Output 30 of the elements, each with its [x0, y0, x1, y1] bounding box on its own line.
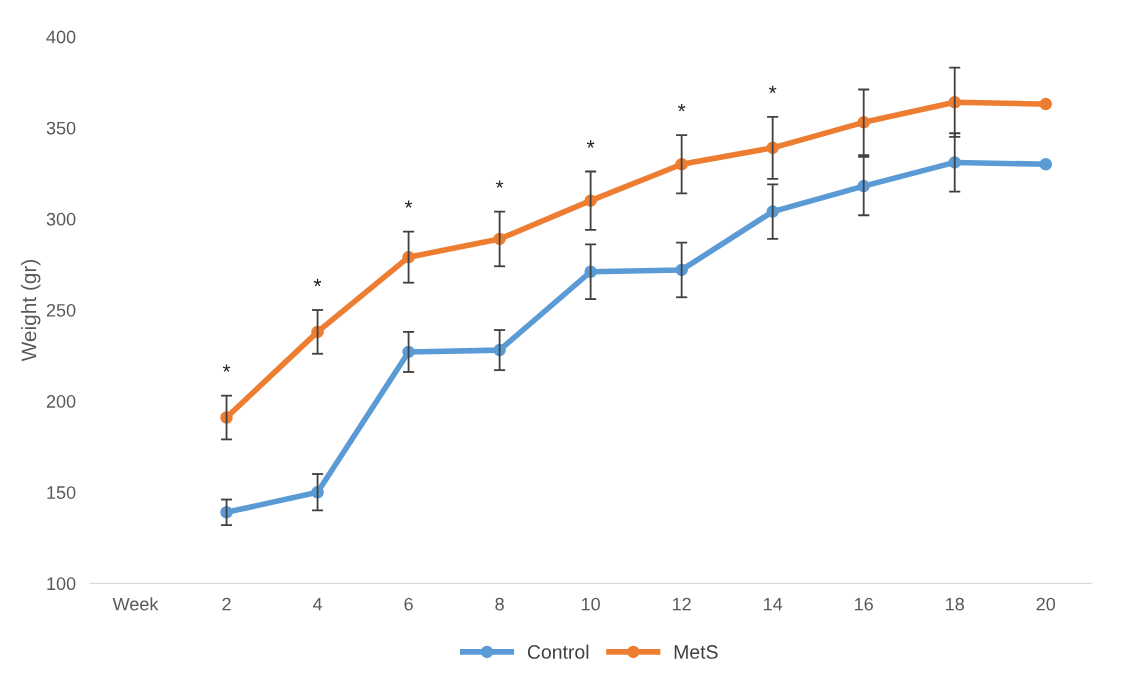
- annotation: *: [404, 200, 413, 208]
- y-tick-label: 200: [46, 395, 76, 408]
- annotation: *: [768, 85, 777, 93]
- point: [1039, 97, 1052, 111]
- x-tick-label: 6: [404, 597, 413, 611]
- x-tick-label: 10: [581, 597, 600, 611]
- y-tick-label: 400: [46, 30, 76, 44]
- annotation: *: [586, 140, 595, 148]
- x-tick-label: 14: [764, 597, 783, 611]
- y-tick-label: 300: [46, 212, 76, 226]
- legend-label: Control: [527, 644, 589, 659]
- x-tick-label: 18: [946, 597, 964, 611]
- annotation: *: [313, 278, 322, 287]
- x-tick-label: 12: [672, 597, 691, 611]
- y-axis-title: Weight (gr): [21, 259, 41, 362]
- y-tick-label: 350: [46, 121, 76, 135]
- x-tick-label: 4: [312, 597, 323, 611]
- y-tick-label: 150: [47, 486, 76, 499]
- point: [1039, 157, 1052, 171]
- x-tick-label: 8: [495, 597, 504, 611]
- annotation: *: [677, 103, 686, 112]
- legend-label: MetS: [674, 645, 718, 659]
- annotation: *: [222, 364, 231, 372]
- x-tick-label: 2: [222, 597, 231, 611]
- x-tick-label: 16: [855, 597, 873, 611]
- y-tick-label: 250: [46, 303, 76, 317]
- annotation: *: [495, 180, 504, 188]
- x-tick-label: Week: [112, 597, 159, 611]
- x-tick-label: 20: [1036, 597, 1056, 611]
- y-tick-label: 100: [47, 577, 76, 591]
